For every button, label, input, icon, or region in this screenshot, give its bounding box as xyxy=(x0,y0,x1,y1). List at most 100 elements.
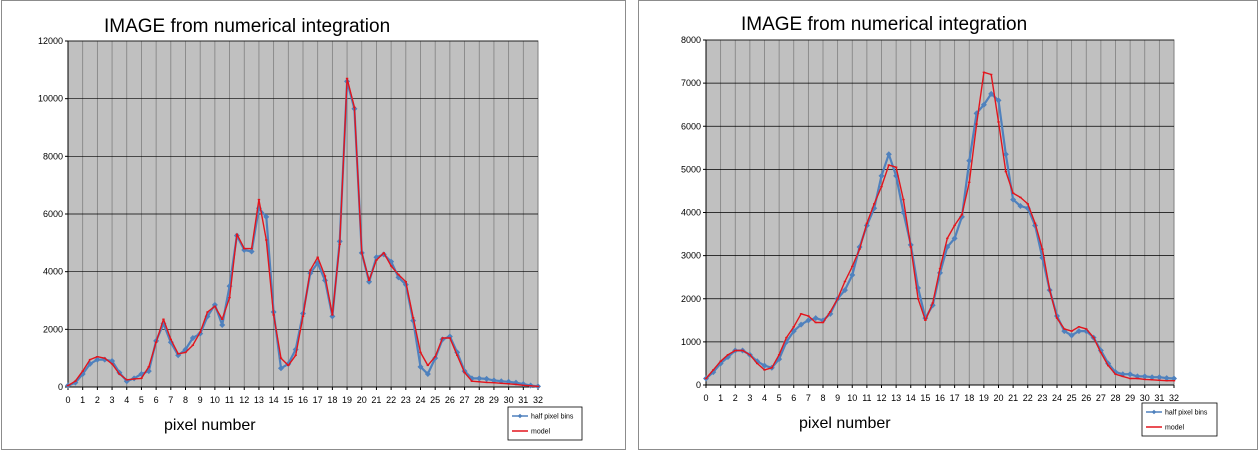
x-tick-label: 21 xyxy=(1008,393,1018,403)
y-tick-label: 5000 xyxy=(681,164,701,174)
x-tick-label: 20 xyxy=(357,395,367,405)
data-point-half-pixel-bins xyxy=(849,272,856,279)
data-point-half-pixel-bins xyxy=(885,151,892,158)
x-tick-label: 17 xyxy=(950,393,960,403)
y-tick-label: 4000 xyxy=(681,208,701,218)
x-tick-label: 23 xyxy=(1037,393,1047,403)
x-tick-label: 17 xyxy=(313,395,323,405)
data-point-half-pixel-bins xyxy=(219,322,226,329)
y-tick-label: 0 xyxy=(696,380,701,390)
x-tick-label: 14 xyxy=(906,393,916,403)
data-point-half-pixel-bins xyxy=(417,363,424,370)
legend-label: model xyxy=(1165,425,1185,432)
data-point-half-pixel-bins xyxy=(211,301,218,308)
line-chart-right: IMAGE from numerical integration01000200… xyxy=(681,14,1218,437)
x-tick-label: 9 xyxy=(198,395,203,405)
data-point-half-pixel-bins xyxy=(483,375,490,382)
x-tick-label: 24 xyxy=(1052,393,1062,403)
x-tick-label: 6 xyxy=(791,393,796,403)
x-tick-label: 21 xyxy=(371,395,381,405)
data-point-half-pixel-bins xyxy=(878,172,885,179)
x-tick-label: 19 xyxy=(342,395,352,405)
x-tick-label: 24 xyxy=(415,395,425,405)
legend-marker xyxy=(517,413,523,419)
data-point-half-pixel-bins xyxy=(1010,196,1017,203)
y-tick-label: 8000 xyxy=(681,35,701,45)
data-point-half-pixel-bins xyxy=(1127,371,1134,378)
x-tick-label: 22 xyxy=(1023,393,1033,403)
x-tick-label: 32 xyxy=(1169,393,1179,403)
x-tick-label: 18 xyxy=(327,395,337,405)
x-tick-label: 5 xyxy=(139,395,144,405)
x-tick-label: 3 xyxy=(747,393,752,403)
data-point-half-pixel-bins xyxy=(263,213,270,220)
x-tick-label: 28 xyxy=(474,395,484,405)
x-tick-label: 4 xyxy=(124,395,129,405)
x-tick-label: 4 xyxy=(762,393,767,403)
chart-title: IMAGE from numerical integration xyxy=(741,14,1027,35)
data-point-half-pixel-bins xyxy=(966,157,973,164)
data-point-half-pixel-bins xyxy=(958,213,965,220)
data-point-half-pixel-bins xyxy=(988,90,995,97)
data-point-half-pixel-bins xyxy=(1002,151,1009,158)
x-axis-label: pixel number xyxy=(164,417,256,434)
data-point-half-pixel-bins xyxy=(1017,203,1024,210)
x-tick-label: 29 xyxy=(489,395,499,405)
data-point-half-pixel-bins xyxy=(841,287,848,294)
x-tick-label: 31 xyxy=(1154,393,1164,403)
x-tick-label: 16 xyxy=(935,393,945,403)
legend: half pixel bins model xyxy=(1141,402,1218,437)
data-point-half-pixel-bins xyxy=(329,313,336,320)
x-tick-label: 6 xyxy=(154,395,159,405)
data-point-half-pixel-bins xyxy=(710,369,717,376)
x-tick-label: 29 xyxy=(1125,393,1135,403)
x-tick-label: 9 xyxy=(835,393,840,403)
data-point-half-pixel-bins xyxy=(1068,332,1075,339)
y-tick-label: 8000 xyxy=(43,151,63,161)
data-point-half-pixel-bins xyxy=(761,362,768,369)
y-tick-label: 0 xyxy=(58,382,63,392)
chart-panel-left: IMAGE from numerical integration 0 2000 400… xyxy=(1,0,626,450)
x-tick-label: 0 xyxy=(65,395,70,405)
data-point-half-pixel-bins xyxy=(490,377,497,384)
x-tick-label: 23 xyxy=(401,395,411,405)
legend-box xyxy=(507,406,583,441)
x-tick-label: 3 xyxy=(110,395,115,405)
data-point-half-pixel-bins xyxy=(72,379,79,386)
data-point-half-pixel-bins xyxy=(995,97,1002,104)
x-tick-label: 25 xyxy=(430,395,440,405)
chart-title: IMAGE from numerical integration xyxy=(104,16,390,37)
data-point-half-pixel-bins xyxy=(1149,374,1156,381)
y-tick-label: 12000 xyxy=(38,36,63,46)
data-point-half-pixel-bins xyxy=(754,358,761,365)
x-tick-label: 18 xyxy=(964,393,974,403)
x-tick-label: 25 xyxy=(1067,393,1077,403)
x-tick-label: 1 xyxy=(80,395,85,405)
y-tick-label: 6000 xyxy=(43,209,63,219)
x-tick-label: 26 xyxy=(1081,393,1091,403)
y-tick-label: 10000 xyxy=(38,94,63,104)
legend: half pixel bins model xyxy=(507,406,583,441)
chart-panel-right: IMAGE from numerical integration 0 1000 200… xyxy=(638,0,1258,450)
legend-box xyxy=(1141,402,1218,437)
data-point-half-pixel-bins xyxy=(1141,373,1148,380)
x-tick-label: 7 xyxy=(806,393,811,403)
y-tick-label: 4000 xyxy=(43,267,63,277)
x-tick-label: 10 xyxy=(210,395,220,405)
y-tick-label: 1000 xyxy=(681,337,701,347)
x-tick-label: 0 xyxy=(703,393,708,403)
data-point-half-pixel-bins xyxy=(432,355,439,362)
y-tick-label: 6000 xyxy=(681,121,701,131)
x-tick-label: 1 xyxy=(718,393,723,403)
x-tick-label: 12 xyxy=(239,395,249,405)
x-tick-label: 27 xyxy=(460,395,470,405)
legend-marker xyxy=(1151,409,1157,415)
x-tick-label: 30 xyxy=(1140,393,1150,403)
data-point-half-pixel-bins xyxy=(980,101,987,108)
y-tick-label: 2000 xyxy=(681,294,701,304)
y-tick-label: 3000 xyxy=(681,251,701,261)
data-point-half-pixel-bins xyxy=(1075,328,1082,335)
x-tick-label: 20 xyxy=(993,393,1003,403)
x-tick-label: 11 xyxy=(225,395,234,405)
x-tick-label: 8 xyxy=(183,395,188,405)
